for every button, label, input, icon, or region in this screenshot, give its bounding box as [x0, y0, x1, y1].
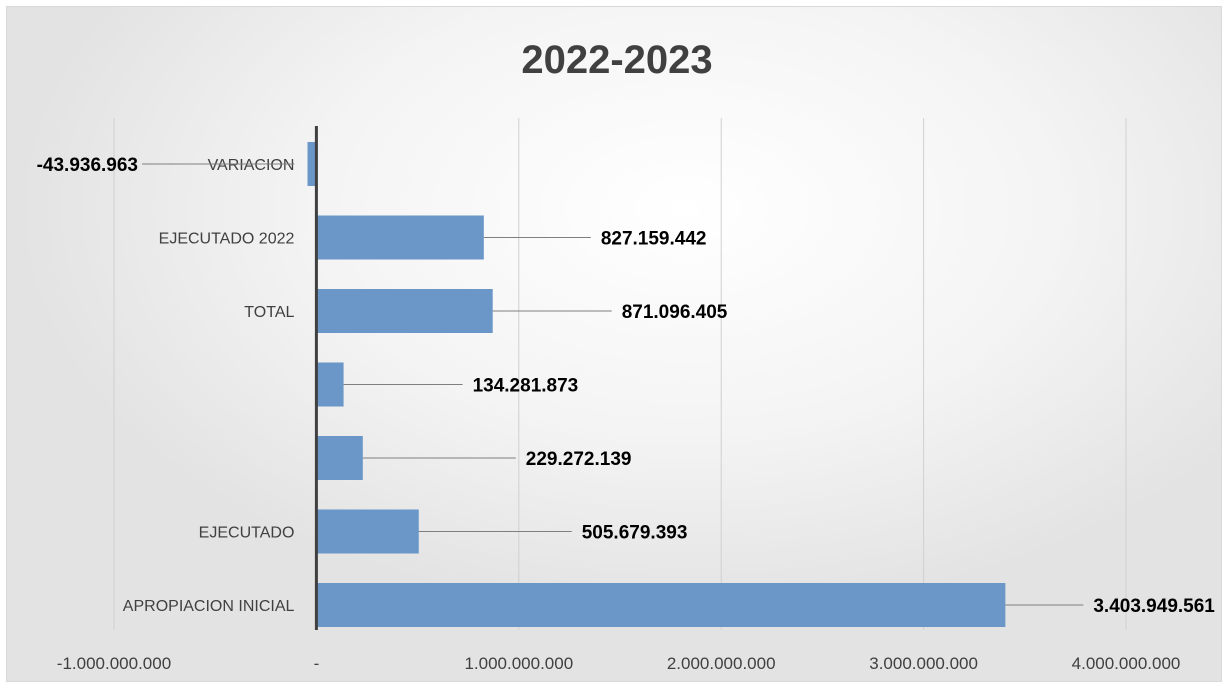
gridlines [113, 118, 1127, 630]
bar [316, 583, 1006, 627]
bar [316, 509, 419, 554]
bar [307, 142, 317, 186]
data-label: -43.936.963 [37, 155, 138, 176]
value-axis: -1.000.000.000-1.000.000.000 2.000.000.00… [57, 126, 1181, 673]
data-label: 3.403.949.561 [1093, 596, 1215, 617]
category-label: VARIACION [208, 157, 295, 174]
x-tick-label: - [314, 654, 320, 673]
chart-title: 2022-2023 [521, 38, 712, 82]
x-tick-label: 4.000.000.000 [1072, 654, 1181, 673]
data-label: 827.159.442 [601, 229, 707, 250]
category-label: EJECUTADO [199, 525, 295, 542]
bar [316, 362, 344, 407]
category-label: EJECUTADO 2022 [159, 231, 295, 248]
category-label: TOTAL [244, 304, 294, 321]
data-label: 134.281.873 [473, 376, 579, 397]
chart-area [6, 6, 1222, 682]
x-tick-label: -1.000.000.000 [57, 654, 171, 673]
data-labels: VARIACION EJECUTADO 2022 TOTAL EJECUTADO APR… [37, 155, 1216, 617]
x-tick-label: 1.000.000.000 [464, 654, 573, 673]
bar [316, 436, 363, 480]
data-label: 505.679.393 [582, 523, 688, 544]
data-label: 871.096.405 [622, 302, 728, 323]
bars [307, 142, 1006, 627]
category-label: APROPIACION INICIAL [123, 598, 295, 615]
data-label: 229.272.139 [526, 449, 632, 470]
bar [316, 215, 484, 260]
x-tick-label: 3.000.000.000 [869, 654, 978, 673]
bar [316, 289, 493, 333]
x-tick-label: 2.000.000.000 [667, 654, 776, 673]
